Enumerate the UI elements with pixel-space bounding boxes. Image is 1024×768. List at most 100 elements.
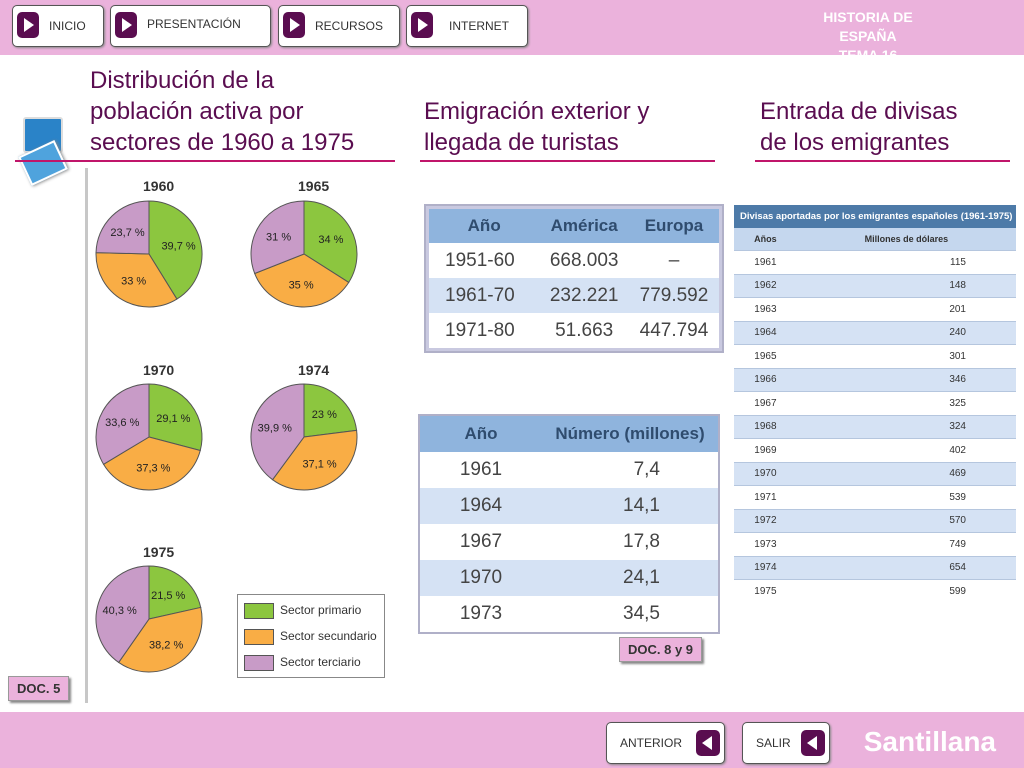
topic-line: TEMA 16 [838, 47, 898, 63]
internet-button[interactable]: INTERNET [406, 5, 528, 47]
table-cell: 34,5 [623, 603, 660, 624]
table-cell: 539 [796, 485, 1016, 509]
table-cell: 232.221 [549, 284, 619, 306]
pie-chart-1974: 23 % 37,1 % 39,9 % [250, 383, 358, 491]
table-cell: 402 [796, 438, 1016, 462]
legend-item-terciario: Sector terciario [244, 653, 384, 671]
table-cell: 599 [796, 579, 1016, 603]
pie-slice-terciario [95, 200, 150, 255]
column-header: Número (millones) [542, 415, 719, 452]
table-row: 1967 17,8 [419, 524, 719, 560]
anterior-button[interactable]: ANTERIOR [606, 722, 725, 764]
heading-line: llegada de turistas [424, 129, 619, 156]
table-row: 1971 539 [734, 485, 1016, 509]
pie-year-1975: 1975 [143, 544, 175, 560]
table-cell: 14,1 [623, 495, 660, 516]
back-arrow-icon [801, 730, 825, 756]
turistas-table: Año Número (millones) 1961 7,4 1964 14,1 1… [418, 414, 720, 634]
legend-swatch [244, 603, 274, 619]
subject-title: HISTORIA DE ESPAÑA TEMA 16 [808, 8, 928, 65]
table-cell: 17,8 [623, 531, 660, 552]
recursos-label: RECURSOS [315, 19, 384, 33]
presentacion-button[interactable]: PRESENTACIÓN [110, 5, 271, 47]
column-header: Año [419, 415, 542, 452]
column-header: Año [427, 207, 540, 243]
table-row: 1965 301 [734, 344, 1016, 368]
pie-year-1974: 1974 [298, 362, 330, 378]
heading-line: Distribución de la [90, 67, 275, 94]
table-cell: 1971 [734, 485, 797, 509]
table-cell: 1974 [734, 555, 797, 580]
table-cell: 24,1 [623, 567, 660, 588]
table-cell: 1970 [734, 461, 797, 486]
table-row: 1972 570 [734, 508, 1016, 533]
pie-slice-primario [148, 565, 202, 620]
pie-chart-1970: 29,1 % 37,3 % 33,6 % [95, 383, 203, 491]
pie-value-label: 40,3 % [103, 605, 137, 617]
table-cell: 1967 [459, 531, 503, 552]
table-cell: 1961 [734, 250, 797, 274]
play-icon [17, 12, 39, 38]
divisas-table: Divisas aportadas por los emigrantes esp… [734, 205, 1016, 603]
pie-value-label: 23 % [312, 409, 337, 421]
play-icon [411, 12, 433, 38]
table-cell: 1968 [734, 414, 797, 439]
pie-slice-secundario [117, 606, 203, 673]
heading-line: sectores de 1960 a 1975 [90, 129, 355, 156]
table-row: 1966 346 [734, 367, 1016, 392]
heading-line: de los emigrantes [760, 129, 950, 156]
inicio-button[interactable]: INICIO [12, 5, 104, 47]
divider [15, 160, 395, 162]
table-row: 1968 324 [734, 414, 1016, 439]
table-header-row: Años Millones de dólares [734, 228, 1016, 251]
table-cell: 346 [796, 367, 1016, 392]
table-row: 1967 325 [734, 391, 1016, 415]
column-header: América [539, 207, 629, 243]
recursos-button[interactable]: RECURSOS [278, 5, 400, 47]
pie-value-label: 37,1 % [302, 459, 336, 471]
column-header: Millones de dólares [796, 228, 1016, 251]
pie-value-label: 33 % [121, 276, 146, 288]
divider [420, 160, 715, 162]
table-row: 1971-80 51.663 447.794 [427, 313, 721, 350]
table-cell: 1970 [459, 567, 503, 588]
table-cell: 1969 [734, 438, 797, 462]
table-cell: 1961 [459, 459, 503, 480]
table-cell: 1965 [734, 344, 797, 368]
divider [755, 160, 1010, 162]
table-cell: – [668, 249, 680, 271]
table-row: 1969 402 [734, 438, 1016, 462]
table-cell: 570 [796, 508, 1016, 533]
table-cell: 1962 [734, 273, 797, 298]
pie-slice-primario [148, 383, 203, 452]
play-icon [115, 12, 137, 38]
heading-divisas: Entrada de divisas de los emigrantes [760, 96, 957, 158]
internet-label: INTERNET [449, 19, 509, 33]
heading-line: Emigración exterior y [424, 98, 650, 125]
pie-slice-terciario [250, 200, 305, 275]
table-cell: 324 [796, 414, 1016, 439]
table-row: 1961 7,4 [419, 452, 719, 488]
table-cell: 1973 [734, 532, 797, 556]
pie-value-label: 31 % [266, 232, 291, 244]
play-icon [283, 12, 305, 38]
pie-slice-secundario [271, 429, 358, 491]
legend-item-secundario: Sector secundario [244, 627, 384, 645]
table-cell: 668.003 [549, 249, 619, 271]
table-row: 1961 115 [734, 250, 1016, 274]
table-cell: 148 [796, 273, 1016, 298]
back-arrow-icon [696, 730, 720, 756]
legend-label: Sector secundario [280, 629, 377, 643]
salir-button[interactable]: SALIR [742, 722, 830, 764]
table-cell: 469 [796, 461, 1016, 486]
legend-swatch [244, 655, 274, 671]
table-header-row: Año Número (millones) [419, 415, 719, 452]
heading-line: población activa por [90, 98, 304, 125]
table-cell: 1973 [459, 603, 503, 624]
heading-poblacion: Distribución de la población activa por … [90, 65, 354, 158]
heading-emigracion: Emigración exterior y llegada de turista… [424, 96, 649, 158]
table-cell: 201 [796, 297, 1016, 321]
pie-slice-terciario [95, 565, 150, 664]
legend-swatch [244, 629, 274, 645]
pie-chart-1975: 21,5 % 38,2 % 40,3 % [95, 565, 203, 673]
